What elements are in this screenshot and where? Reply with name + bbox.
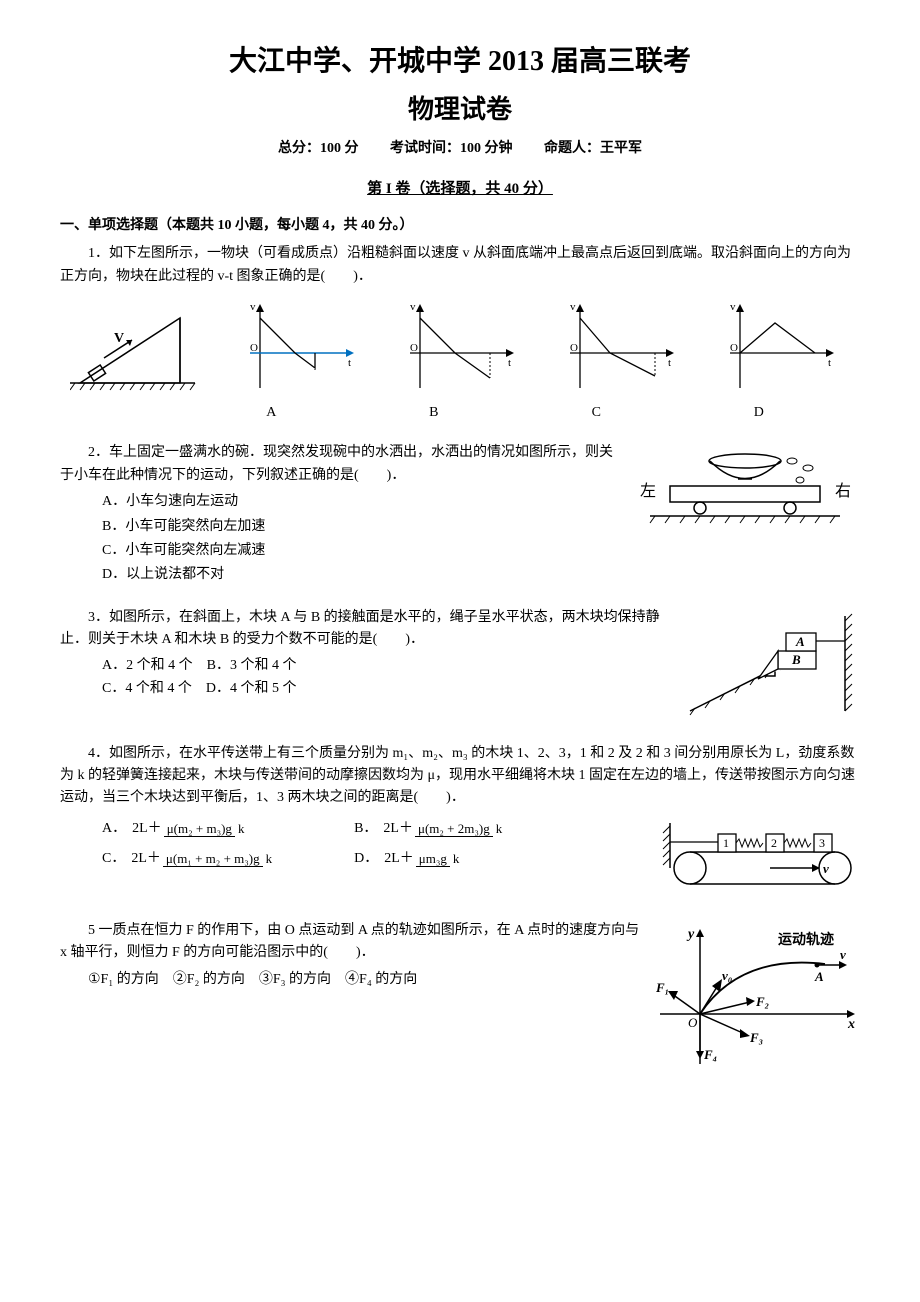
svg-text:O: O xyxy=(730,342,738,354)
q3-figure: A B xyxy=(670,611,860,721)
svg-text:v₀: v₀ xyxy=(722,968,732,983)
q1-graph-a: v t O xyxy=(220,298,380,398)
section-header: 第 I 卷（选择题，共 40 分） xyxy=(60,177,860,201)
svg-text:2: 2 xyxy=(771,836,777,850)
page-title: 大江中学、开城中学 2013 届高三联考 xyxy=(60,40,860,85)
question-3: A B 3．如图所示，在斜面上，木块 A 与 B 的接触面是水平的，绳子呈水平状… xyxy=(60,607,860,725)
q4-opt-d: D． 2L＋ μm₃gk xyxy=(354,848,606,870)
svg-text:A: A xyxy=(795,634,805,649)
q1-option-labels: A B C D xyxy=(60,402,860,424)
meta-line: 总分：100 分 考试时间：100 分钟 命题人：王平军 xyxy=(60,138,860,160)
q4-options: A． 2L＋ μ(m₂ + m₃)gk B． 2L＋ μ(m₂ + 2m₃)gk… xyxy=(60,814,650,875)
q4-opt-a: A． 2L＋ μ(m₂ + m₃)gk xyxy=(102,818,354,840)
svg-text:1: 1 xyxy=(723,836,729,850)
instruction: 一、单项选择题（本题共 10 小题，每小题 4，共 40 分。） xyxy=(60,215,860,237)
svg-text:v: v xyxy=(840,947,846,962)
q1-label-a: A xyxy=(190,402,353,424)
q1-graph-c: v t O xyxy=(540,298,700,398)
svg-text:B: B xyxy=(791,652,801,667)
svg-text:3: 3 xyxy=(819,836,825,850)
svg-text:t: t xyxy=(668,357,671,369)
q1-graph-b: v t O xyxy=(380,298,540,398)
q4-figure: 1 2 3 v xyxy=(660,818,860,898)
question-1: 1．如下左图所示，一物块（可看成质点）沿粗糙斜面以速度 v 从斜面底端冲上最高点… xyxy=(60,243,860,424)
total-score: 总分：100 分 xyxy=(278,141,359,156)
q2-opt-d: D．以上说法都不对 xyxy=(102,564,860,586)
svg-text:O: O xyxy=(250,342,258,354)
q1-label-b: B xyxy=(353,402,516,424)
svg-text:O: O xyxy=(688,1015,698,1030)
author: 命题人：王平军 xyxy=(544,141,642,156)
question-5: y x O 运动轨迹 A v v₀ F₁ F₂ xyxy=(60,920,860,1078)
svg-text:O: O xyxy=(570,342,578,354)
svg-text:F₂: F₂ xyxy=(755,994,769,1009)
svg-text:运动轨迹: 运动轨迹 xyxy=(778,931,834,948)
svg-text:v: v xyxy=(730,301,736,313)
q1-figures: V v t xyxy=(60,298,860,398)
svg-text:y: y xyxy=(686,927,695,942)
q2-right-label: 右 xyxy=(835,482,851,500)
q4-opt-b: B． 2L＋ μ(m₂ + 2m₃)gk xyxy=(354,818,606,840)
exam-time: 考试时间：100 分钟 xyxy=(390,141,513,156)
q1-text: 1．如下左图所示，一物块（可看成质点）沿粗糙斜面以速度 v 从斜面底端冲上最高点… xyxy=(60,243,860,288)
q4-text: 4．如图所示，在水平传送带上有三个质量分别为 m₁、m₂、m₃ 的木块 1、2、… xyxy=(60,743,860,810)
q1-label-d: D xyxy=(678,402,841,424)
question-2: 左 右 2．车上固定一盛满水的碗．现突然发现碗中的水洒出，水洒出的情况如图所示，… xyxy=(60,442,860,588)
svg-text:t: t xyxy=(828,357,831,369)
svg-text:O: O xyxy=(410,342,418,354)
q2-opt-c: C．小车可能突然向左减速 xyxy=(102,540,860,562)
svg-text:x: x xyxy=(847,1017,855,1032)
q2-figure: 左 右 xyxy=(630,446,860,536)
svg-text:F₄: F₄ xyxy=(703,1047,717,1062)
q5-figure: y x O 运动轨迹 A v v₀ F₁ F₂ xyxy=(650,924,860,1074)
svg-text:v: v xyxy=(410,301,416,313)
svg-text:v: v xyxy=(823,861,829,876)
q1-incline: V xyxy=(60,298,220,398)
svg-text:v: v xyxy=(250,301,256,313)
q2-left-label: 左 xyxy=(640,482,656,500)
q4-opt-c: C． 2L＋ μ(m₁ + m₂ + m₃)gk xyxy=(102,848,354,870)
question-4: 4．如图所示，在水平传送带上有三个质量分别为 m₁、m₂、m₃ 的木块 1、2、… xyxy=(60,743,860,902)
v-label: V xyxy=(114,331,124,346)
q1-label-c: C xyxy=(515,402,678,424)
svg-text:v: v xyxy=(570,301,576,313)
q1-graph-d: v t O xyxy=(700,298,860,398)
svg-text:t: t xyxy=(508,357,511,369)
svg-text:F₃: F₃ xyxy=(749,1030,763,1045)
svg-text:F₁: F₁ xyxy=(655,980,669,995)
page-subtitle: 物理试卷 xyxy=(60,89,860,131)
svg-text:t: t xyxy=(348,357,351,369)
svg-text:A: A xyxy=(814,969,824,984)
